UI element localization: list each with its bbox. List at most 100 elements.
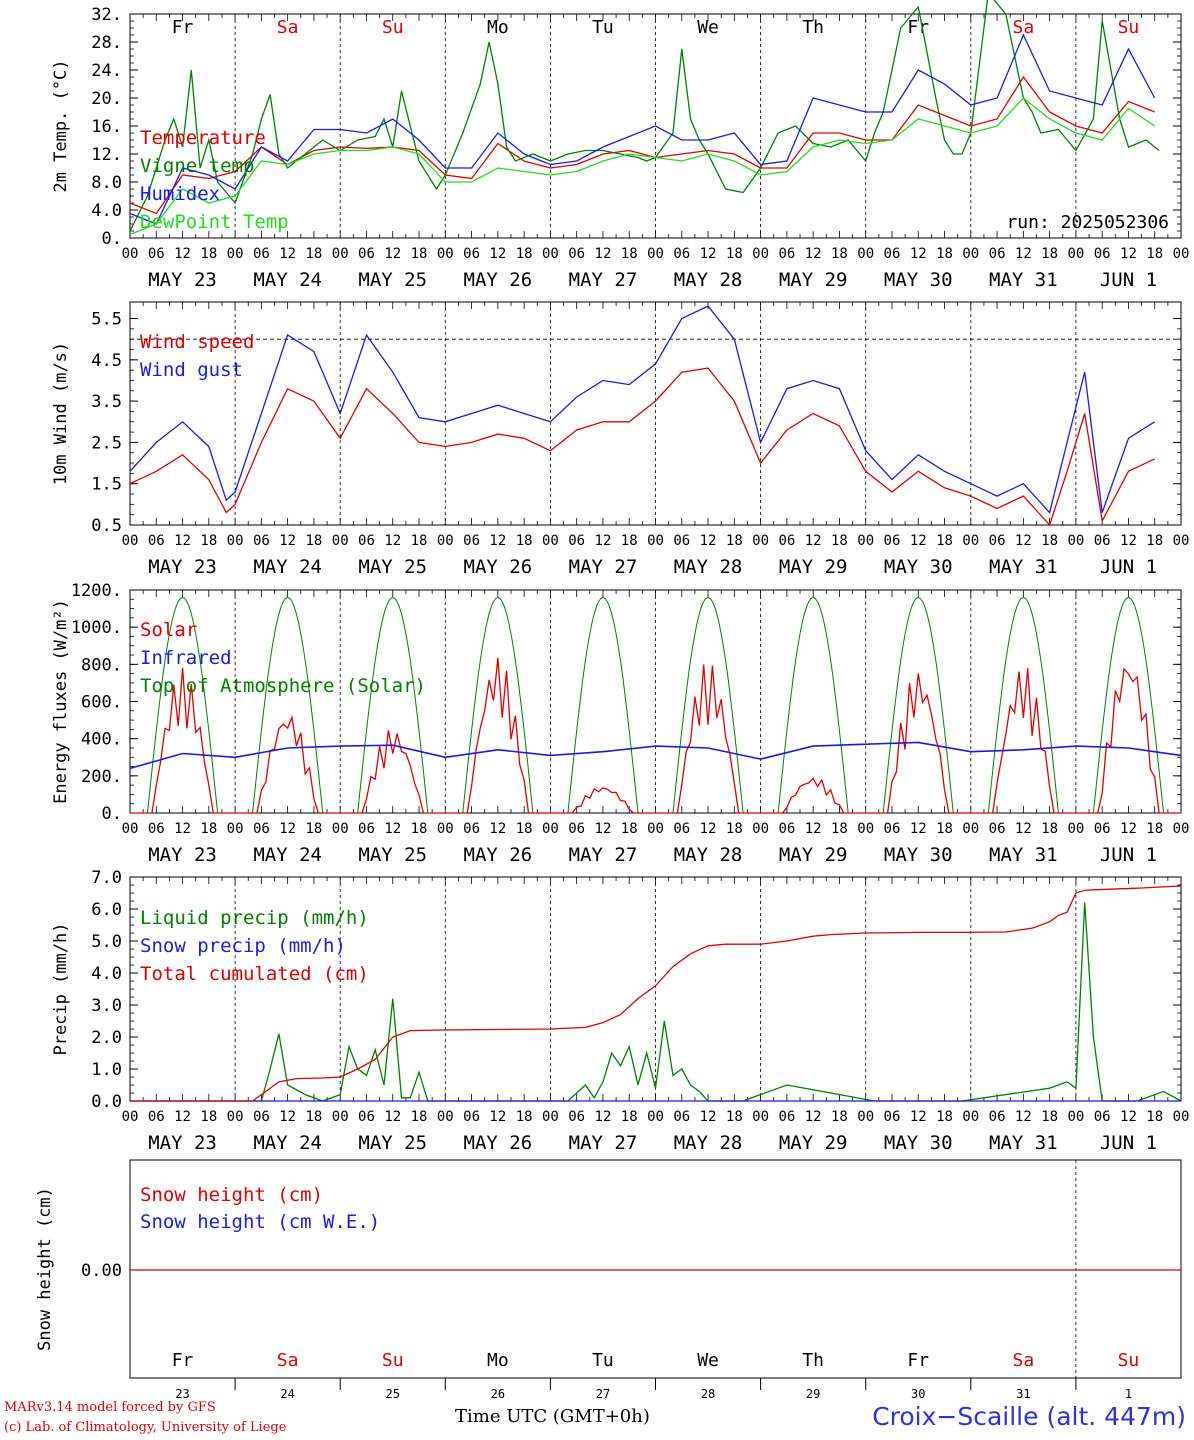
weekday-label: Fr <box>172 1350 194 1371</box>
y-tick-label: 3.0 <box>91 996 122 1016</box>
hour-tick-label: 06 <box>568 246 585 262</box>
legend-entry: Vigne temp <box>140 155 254 177</box>
hour-tick-label: 18 <box>516 821 533 837</box>
y-tick-label: 5.5 <box>91 310 122 330</box>
date-label: MAY 23 <box>148 269 217 291</box>
hour-tick-label: 06 <box>884 821 901 837</box>
hour-tick-label: 18 <box>726 246 743 262</box>
hour-tick-label: 06 <box>568 821 585 837</box>
legend-entry: Solar <box>140 619 197 641</box>
weekday-label: Mo <box>487 17 509 38</box>
hour-tick-label: 00 <box>1067 821 1084 837</box>
hour-tick-label: 00 <box>752 1109 769 1125</box>
y-tick-label: 5.0 <box>91 932 122 952</box>
hour-tick-label: 06 <box>148 821 165 837</box>
hour-tick-label: 18 <box>1146 1109 1163 1125</box>
hour-tick-label: 18 <box>831 1109 848 1125</box>
hour-tick-label: 18 <box>200 246 217 262</box>
y-axis-label: 10m Wind (m/s) <box>51 342 71 485</box>
humidex-line <box>129 33 1156 225</box>
liquid-precip-mm-h--line <box>130 902 1182 1102</box>
hour-tick-label: 18 <box>1146 533 1163 549</box>
date-label: JUN 1 <box>1100 1132 1157 1154</box>
hour-tick-label: 06 <box>253 821 270 837</box>
hour-tick-label: 06 <box>1094 1109 1111 1125</box>
y-tick-label: 1200. <box>71 581 122 601</box>
hour-tick-label: 06 <box>884 1109 901 1125</box>
y-tick-label: 20. <box>91 89 122 109</box>
y-axis-label: 2m Temp. (°C) <box>51 59 71 192</box>
hour-tick-label: 00 <box>962 246 979 262</box>
legend-entry: Snow height (cm) <box>140 1184 323 1206</box>
legend-entry: Snow height (cm W.E.) <box>140 1211 380 1233</box>
day-number: 24 <box>280 1387 294 1401</box>
weekday-label: Su <box>382 17 404 38</box>
hour-tick-label: 18 <box>831 533 848 549</box>
hour-tick-label: 18 <box>305 533 322 549</box>
y-tick-label: 3.5 <box>91 392 122 412</box>
hour-tick-label: 06 <box>673 246 690 262</box>
hour-tick-label: 18 <box>936 533 953 549</box>
legend-entry: Infrared <box>140 647 232 669</box>
hour-tick-label: 12 <box>1120 821 1137 837</box>
y-tick-label: 800. <box>81 655 122 675</box>
hour-tick-label: 12 <box>1120 533 1137 549</box>
hour-tick-label: 00 <box>1067 533 1084 549</box>
date-label: MAY 25 <box>358 269 427 291</box>
hour-tick-label: 12 <box>700 1109 717 1125</box>
time-axis-label: Time UTC (GMT+0h) <box>455 1406 650 1427</box>
weekday-label: Tu <box>592 17 614 38</box>
hour-tick-label: 06 <box>358 821 375 837</box>
hour-tick-label: 18 <box>726 533 743 549</box>
hour-tick-label: 06 <box>673 821 690 837</box>
legend-entry: Liquid precip (mm/h) <box>140 907 369 929</box>
hour-tick-label: 00 <box>857 821 874 837</box>
y-tick-label: 24. <box>91 61 122 81</box>
date-label: MAY 24 <box>253 269 322 291</box>
hour-tick-label: 06 <box>358 1109 375 1125</box>
y-tick-label: 6.0 <box>91 900 122 920</box>
day-number: 28 <box>701 1387 715 1401</box>
y-tick-label: 2.0 <box>91 1028 122 1048</box>
date-label: MAY 30 <box>884 556 953 578</box>
hour-tick-label: 18 <box>411 1109 428 1125</box>
hour-tick-label: 06 <box>148 533 165 549</box>
date-label: MAY 28 <box>674 844 743 866</box>
date-label: MAY 23 <box>148 1132 217 1154</box>
wind-gust-line <box>129 305 1156 514</box>
hour-tick-label: 18 <box>200 821 217 837</box>
temperature-line <box>129 75 1155 215</box>
hour-tick-label: 12 <box>595 1109 612 1125</box>
day-number: 25 <box>386 1387 400 1401</box>
hour-tick-label: 12 <box>384 821 401 837</box>
y-tick-label: 200. <box>81 767 122 787</box>
solar-line <box>130 657 1181 814</box>
y-tick-label: 4.0 <box>91 964 122 984</box>
date-label: MAY 26 <box>464 844 533 866</box>
hour-tick-label: 06 <box>463 246 480 262</box>
date-label: MAY 30 <box>884 269 953 291</box>
y-tick-label: 16. <box>91 117 122 137</box>
hour-tick-label: 18 <box>1041 821 1058 837</box>
weekday-label: Th <box>802 17 824 38</box>
hour-tick-label: 18 <box>936 1109 953 1125</box>
hour-tick-label: 00 <box>542 533 559 549</box>
hour-tick-label: 12 <box>384 1109 401 1125</box>
y-tick-label: 600. <box>81 693 122 713</box>
y-tick-label: 0.00 <box>81 1261 122 1281</box>
date-label: MAY 30 <box>884 1132 953 1154</box>
date-label: MAY 26 <box>464 1132 533 1154</box>
hour-tick-label: 18 <box>200 533 217 549</box>
hour-tick-label: 00 <box>962 533 979 549</box>
hour-tick-label: 06 <box>253 246 270 262</box>
legend-entry: DewPoint Temp <box>140 211 289 233</box>
hour-tick-label: 18 <box>621 533 638 549</box>
hour-tick-label: 12 <box>384 533 401 549</box>
date-label: MAY 30 <box>884 844 953 866</box>
hour-tick-label: 12 <box>805 246 822 262</box>
date-label: MAY 24 <box>253 1132 322 1154</box>
y-tick-label: 0.0 <box>91 1092 122 1112</box>
hour-tick-label: 00 <box>1173 533 1190 549</box>
hour-tick-label: 12 <box>1015 821 1032 837</box>
